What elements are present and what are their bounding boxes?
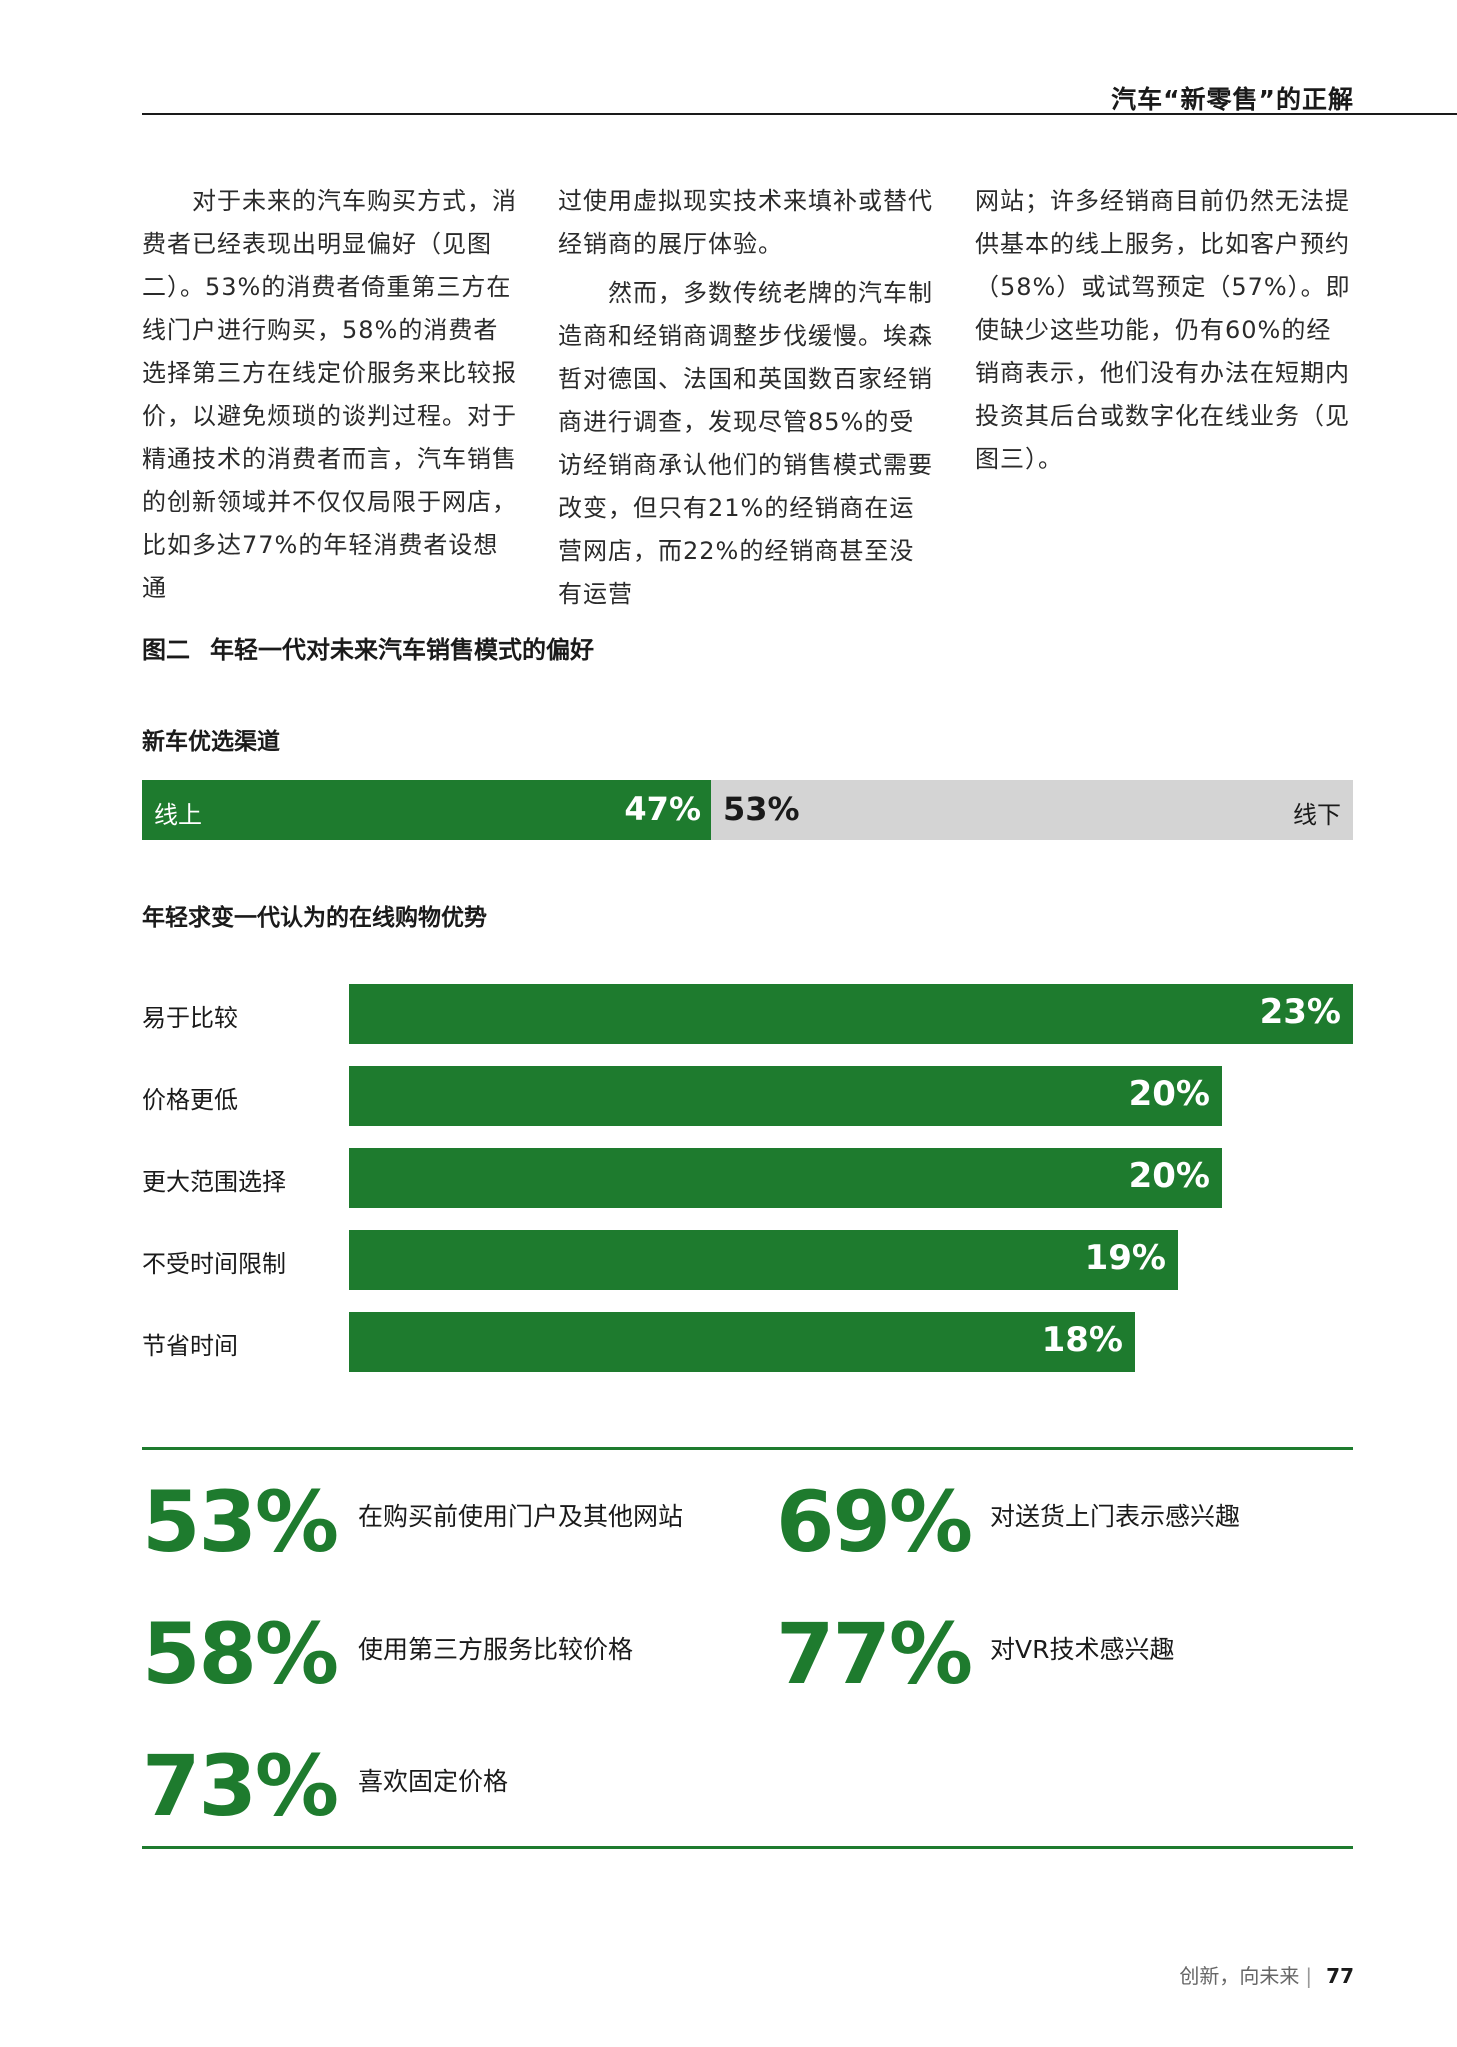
- bar-value-label: 19%: [1084, 1238, 1166, 1278]
- paragraph: 过使用虚拟现实技术来填补或替代经销商的展厅体验。: [558, 187, 933, 258]
- figure-number: 图二: [142, 636, 190, 664]
- bar-value-label: 20%: [1128, 1074, 1210, 1114]
- bar-value-label: 20%: [1128, 1156, 1210, 1196]
- stat-value: 77%: [776, 1605, 973, 1703]
- online-value: 47%: [624, 790, 701, 828]
- running-header: 汽车“新零售”的正解: [1111, 85, 1354, 114]
- bar-chart-heading: 年轻求变一代认为的在线购物优势: [142, 905, 487, 931]
- stats-top-rule: [142, 1447, 1353, 1450]
- paragraph: 对于未来的汽车购买方式，消费者已经表现出明显偏好（见图二）。53%的消费者倚重第…: [142, 187, 517, 602]
- channel-split-bar: 线上 47% 53% 线下: [142, 780, 1353, 840]
- offline-value: 53%: [723, 790, 800, 828]
- stat-label: 喜欢固定价格: [358, 1767, 509, 1796]
- footer-separator: |: [1305, 1964, 1313, 1988]
- body-column-3: 网站；许多经销商目前仍然无法提供基本的线上服务，比如客户预约（58%）或试驾预定…: [975, 180, 1355, 487]
- bar: 20%: [349, 1148, 1222, 1208]
- bar-value-label: 23%: [1259, 992, 1341, 1032]
- bar-category-label: 易于比较: [142, 1004, 238, 1032]
- body-column-2: 过使用虚拟现实技术来填补或替代经销商的展厅体验。 然而，多数传统老牌的汽车制造商…: [558, 180, 938, 622]
- page-number: 77: [1326, 1964, 1354, 1988]
- online-segment: [142, 780, 711, 840]
- online-label: 线上: [154, 801, 202, 829]
- split-chart-heading: 新车优选渠道: [142, 729, 280, 755]
- bar-category-label: 不受时间限制: [142, 1250, 286, 1278]
- bar: 19%: [349, 1230, 1178, 1290]
- stat-value: 58%: [142, 1605, 339, 1703]
- figure-title-text: 年轻一代对未来汽车销售模式的偏好: [210, 636, 594, 664]
- stat-value: 73%: [142, 1737, 339, 1835]
- figure-title: 图二 年轻一代对未来汽车销售模式的偏好: [142, 630, 594, 665]
- bar-category-label: 节省时间: [142, 1332, 238, 1360]
- page-footer: 创新，向未来 | 77: [1179, 1960, 1354, 1989]
- stat-value: 53%: [142, 1473, 339, 1571]
- stat-value: 69%: [776, 1473, 973, 1571]
- footer-text: 创新，向未来: [1179, 1964, 1300, 1988]
- stats-bottom-rule: [142, 1846, 1353, 1849]
- paragraph: 然而，多数传统老牌的汽车制造商和经销商调整步伐缓慢。埃森哲对德国、法国和英国数百…: [558, 279, 933, 608]
- stat-label: 使用第三方服务比较价格: [358, 1635, 634, 1664]
- offline-label: 线下: [1293, 801, 1341, 829]
- bar: 18%: [349, 1312, 1135, 1372]
- paragraph: 网站；许多经销商目前仍然无法提供基本的线上服务，比如客户预约（58%）或试驾预定…: [975, 187, 1351, 473]
- bar: 20%: [349, 1066, 1222, 1126]
- bar-category-label: 更大范围选择: [142, 1168, 286, 1196]
- stat-label: 对VR技术感兴趣: [990, 1635, 1175, 1664]
- stat-label: 在购买前使用门户及其他网站: [358, 1502, 684, 1531]
- body-column-1: 对于未来的汽车购买方式，消费者已经表现出明显偏好（见图二）。53%的消费者倚重第…: [142, 180, 522, 616]
- bar: 23%: [349, 984, 1353, 1044]
- stat-label: 对送货上门表示感兴趣: [990, 1502, 1241, 1531]
- header-rule: [142, 113, 1457, 115]
- bar-category-label: 价格更低: [142, 1086, 238, 1114]
- bar-value-label: 18%: [1041, 1320, 1123, 1360]
